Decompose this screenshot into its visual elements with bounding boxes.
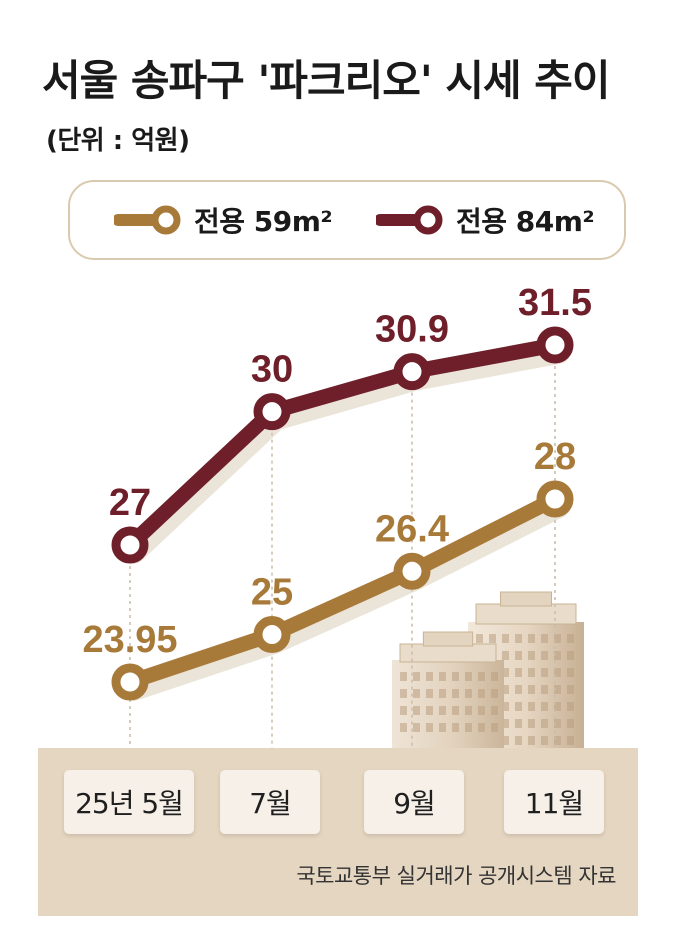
legend-item-84: 전용 84m² — [376, 182, 595, 258]
legend-marker-59 — [114, 205, 181, 235]
data-point-0-1 — [253, 616, 291, 654]
data-label-1-1: 30 — [251, 349, 293, 391]
legend-label-59: 전용 59m² — [194, 205, 333, 238]
data-label-1-3: 31.5 — [518, 282, 592, 324]
data-label-0-3: 28 — [534, 436, 576, 478]
data-point-1-2 — [393, 353, 431, 391]
data-point-1-3 — [536, 326, 574, 364]
x-tick-label-2: 9월 — [364, 770, 464, 834]
data-point-1-1 — [253, 393, 291, 431]
x-tick-label-3: 11월 — [504, 770, 604, 834]
series-line-1 — [122, 337, 563, 553]
legend-label-84: 전용 84m² — [456, 205, 595, 238]
data-label-1-0: 27 — [109, 482, 151, 524]
x-tick-label-0: 25년 5월 — [64, 770, 194, 834]
source-note: 국토교통부 실거래가 공개시스템 자료 — [296, 864, 616, 888]
legend-marker-84 — [376, 205, 443, 235]
chart-title: 서울 송파구 '파크리오' 시세 추이 — [42, 56, 611, 105]
apartment-illustration — [392, 591, 584, 748]
chart-plot: 23.95 25 26.4 28 27 30 30.9 31.5 — [82, 282, 592, 748]
series-line-0 — [122, 491, 563, 690]
data-point-0-3 — [536, 480, 574, 518]
data-point-0-2 — [393, 552, 431, 590]
data-label-0-2: 26.4 — [375, 508, 449, 550]
legend: 전용 59m² 전용 84m² — [68, 180, 626, 260]
data-label-0-1: 25 — [251, 572, 293, 614]
data-label-0-0: 23.95 — [82, 619, 177, 661]
legend-item-59: 전용 59m² — [114, 182, 333, 258]
data-label-1-2: 30.9 — [375, 309, 449, 351]
data-point-0-0 — [111, 663, 149, 701]
x-tick-label-1: 7월 — [220, 770, 320, 834]
data-point-1-0 — [111, 526, 149, 564]
unit-label: (단위 : 억원) — [46, 126, 190, 156]
